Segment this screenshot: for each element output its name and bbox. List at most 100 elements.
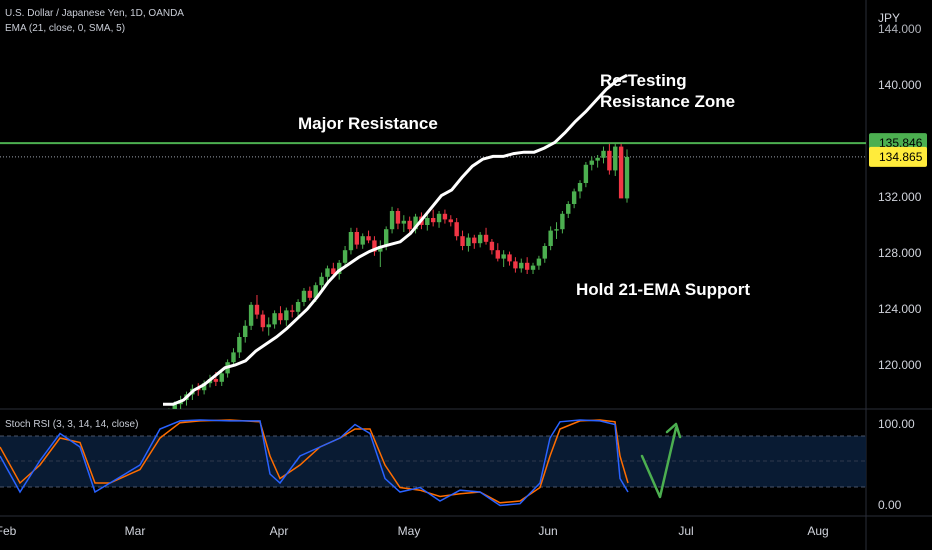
candle-body bbox=[542, 246, 547, 259]
candle-body bbox=[425, 218, 430, 225]
candle-body bbox=[319, 276, 324, 286]
candle-body bbox=[477, 234, 483, 244]
candle-body bbox=[554, 229, 559, 231]
candle-body bbox=[560, 213, 565, 230]
time-tick-label: Mar bbox=[125, 524, 146, 538]
candle-body bbox=[354, 232, 360, 245]
candle-body bbox=[571, 191, 577, 204]
candle-body bbox=[172, 404, 177, 409]
resistance-price-label: 135.846 bbox=[879, 136, 923, 150]
candle-body bbox=[519, 262, 524, 269]
candle-body bbox=[407, 220, 412, 230]
candle-body bbox=[213, 379, 219, 382]
annotation-ema-support: Hold 21-EMA Support bbox=[576, 280, 751, 299]
candle-body bbox=[548, 230, 553, 246]
symbol-legend: U.S. Dollar / Japanese Yen, 1D, OANDA bbox=[5, 8, 184, 19]
candle-body bbox=[231, 352, 236, 363]
last-price-label: 134.865 bbox=[879, 150, 923, 164]
candle-body bbox=[301, 290, 307, 302]
price-tick-label: 140.000 bbox=[878, 78, 922, 92]
reversal-arrow-icon bbox=[640, 422, 682, 499]
stoch-k-line bbox=[0, 419, 629, 507]
candle-body bbox=[307, 290, 313, 298]
ema-legend: EMA (21, close, 0, SMA, 5) bbox=[5, 23, 126, 34]
candle-body bbox=[366, 236, 371, 241]
candle-body bbox=[295, 302, 301, 312]
candle-body bbox=[430, 218, 436, 223]
time-axis: Feb Mar Apr May Jun Jul Aug bbox=[0, 524, 829, 538]
last-price-badge bbox=[869, 146, 927, 167]
ema-21-line bbox=[163, 73, 628, 406]
candle-body bbox=[501, 254, 506, 259]
candle-body bbox=[507, 254, 512, 262]
annotation-retest-line1: Re-Testing bbox=[600, 71, 687, 90]
candle-body bbox=[372, 240, 377, 252]
stoch-rsi-legend: Stoch RSI (3, 3, 14, 14, close) bbox=[5, 419, 139, 430]
candle-body bbox=[266, 324, 271, 328]
candle-body bbox=[219, 373, 224, 382]
candle-body bbox=[583, 164, 589, 183]
candle-body bbox=[248, 304, 254, 326]
candle-body bbox=[454, 222, 459, 237]
candle-body bbox=[237, 337, 242, 353]
candle-body bbox=[378, 246, 383, 252]
time-tick-label: Aug bbox=[807, 524, 828, 538]
candle-body bbox=[566, 204, 571, 214]
stoch-tick-0: 0.00 bbox=[878, 498, 902, 512]
candle-body bbox=[530, 265, 536, 270]
candle-body bbox=[272, 313, 277, 325]
time-tick-label: Jul bbox=[678, 524, 693, 538]
candle-body bbox=[483, 234, 489, 242]
price-tick-label: 120.000 bbox=[878, 358, 922, 372]
currency-label: JPY bbox=[878, 11, 900, 25]
candle-body bbox=[495, 250, 500, 259]
price-tick-label: 132.000 bbox=[878, 190, 922, 204]
candle-body bbox=[348, 232, 354, 251]
candle-body bbox=[489, 241, 495, 251]
candle-body bbox=[395, 211, 401, 224]
candle-body bbox=[624, 156, 630, 199]
candle-body bbox=[260, 314, 266, 328]
candle-body bbox=[360, 236, 365, 245]
candle-body bbox=[577, 183, 583, 192]
candle-body bbox=[466, 237, 471, 246]
candle-body bbox=[383, 229, 389, 246]
candle-body bbox=[618, 146, 624, 199]
candle-body bbox=[278, 313, 283, 321]
candle-body bbox=[613, 146, 618, 171]
candle-body bbox=[513, 261, 518, 269]
candle-body bbox=[389, 211, 395, 230]
time-tick-label: Jun bbox=[538, 524, 557, 538]
time-tick-label: May bbox=[398, 524, 421, 538]
candle-body bbox=[401, 220, 407, 224]
candle-body bbox=[413, 216, 418, 230]
candle-body bbox=[442, 213, 448, 220]
candle-body bbox=[460, 236, 465, 246]
candle-body bbox=[472, 237, 477, 244]
time-tick-label: Feb bbox=[0, 524, 17, 538]
candle-body bbox=[243, 325, 248, 337]
price-tick-label: 124.000 bbox=[878, 302, 922, 316]
candle-body bbox=[331, 268, 336, 274]
candle-body bbox=[290, 310, 295, 312]
candle-body bbox=[254, 304, 260, 315]
candle-body bbox=[589, 160, 594, 165]
price-tick-top-partial: 144.000 bbox=[878, 22, 922, 36]
candle-body bbox=[601, 150, 606, 158]
candle-body bbox=[201, 383, 207, 391]
candle-body bbox=[337, 262, 342, 274]
stoch-tick-100: 100.00 bbox=[878, 417, 915, 431]
candle-body bbox=[284, 310, 289, 321]
candle-body bbox=[325, 268, 330, 277]
stoch-d-line bbox=[0, 419, 629, 504]
candle-body bbox=[607, 150, 612, 171]
annotation-retest-line2: Resistance Zone bbox=[600, 92, 736, 111]
time-tick-label: Apr bbox=[270, 524, 289, 538]
candle-body bbox=[342, 250, 348, 263]
price-ticks: 140.000 132.000 128.000 124.000 120.000 bbox=[878, 78, 922, 372]
candle-body bbox=[448, 219, 453, 223]
candle-body bbox=[536, 258, 542, 266]
candle-body bbox=[595, 157, 600, 161]
candle-body bbox=[313, 285, 318, 298]
